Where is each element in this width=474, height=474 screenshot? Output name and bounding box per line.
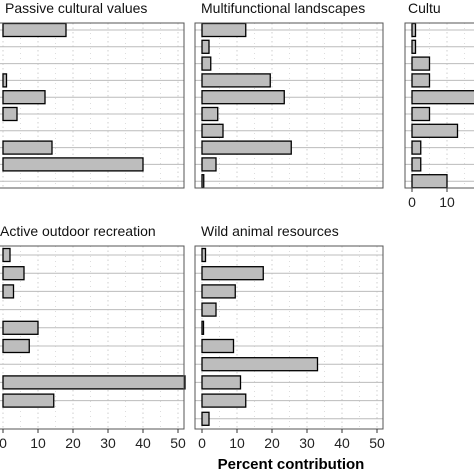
bar bbox=[201, 73, 271, 88]
bar bbox=[411, 39, 417, 54]
bar bbox=[2, 338, 30, 354]
panel-title: Multifunctional landscapes bbox=[201, 0, 365, 16]
x-tick-label: 30 bbox=[100, 435, 116, 451]
x-tick-label: 0 bbox=[0, 435, 7, 451]
panel-border bbox=[404, 22, 474, 189]
bar bbox=[201, 357, 319, 372]
bar bbox=[201, 90, 285, 105]
bar bbox=[2, 393, 55, 408]
bar bbox=[201, 106, 219, 122]
panel-title: Passive cultural values bbox=[5, 0, 147, 16]
bar bbox=[2, 284, 15, 299]
x-axis-label: Percent contribution bbox=[218, 456, 365, 473]
bar bbox=[2, 73, 8, 88]
x-tick-label: 20 bbox=[264, 435, 280, 451]
x-tick-label: 0 bbox=[408, 194, 416, 210]
panel-border bbox=[0, 245, 185, 430]
bar bbox=[411, 56, 431, 71]
bar bbox=[201, 22, 247, 38]
bar bbox=[201, 375, 242, 390]
panel-title: Cultu bbox=[408, 0, 441, 16]
bar bbox=[2, 90, 46, 105]
panel-border bbox=[0, 22, 185, 189]
bar bbox=[411, 73, 431, 88]
bar bbox=[201, 320, 205, 335]
bar bbox=[201, 39, 210, 54]
bar bbox=[2, 320, 39, 335]
bar bbox=[201, 284, 236, 299]
x-tick-label: 10 bbox=[439, 194, 455, 210]
x-tick-label: 40 bbox=[135, 435, 151, 451]
bar bbox=[201, 174, 205, 189]
x-tick-label: 50 bbox=[170, 435, 186, 451]
panel-4: Active outdoor recreation 0 10 20 30 40 50 bbox=[0, 223, 186, 451]
bar bbox=[411, 157, 422, 172]
x-tick-label: 50 bbox=[369, 435, 385, 451]
bar bbox=[2, 157, 144, 172]
x-tick-label: 40 bbox=[334, 435, 350, 451]
panel-3: Cultu01020304050 bbox=[404, 0, 474, 210]
bar bbox=[201, 393, 247, 408]
bar bbox=[2, 266, 25, 281]
bar bbox=[201, 302, 217, 317]
bar bbox=[201, 140, 292, 155]
bar bbox=[201, 123, 224, 138]
bar bbox=[2, 22, 67, 38]
bar bbox=[411, 90, 474, 105]
panel-5: Wild animal resources 0 10 20 30 40 50 bbox=[194, 223, 385, 451]
x-tick-label: 20 bbox=[65, 435, 81, 451]
bar bbox=[201, 56, 212, 71]
x-tick-label: 10 bbox=[30, 435, 46, 451]
panel-border bbox=[194, 245, 384, 430]
bar bbox=[411, 106, 431, 122]
bar bbox=[201, 338, 235, 354]
bar bbox=[201, 266, 264, 281]
bar bbox=[201, 157, 217, 172]
x-tick-label: 0 bbox=[198, 435, 206, 451]
panels-layer: Passive cultural values Multifunctional l… bbox=[0, 0, 474, 451]
panel-title: Active outdoor recreation bbox=[0, 223, 156, 239]
bar bbox=[411, 123, 459, 138]
panel-title: Wild animal resources bbox=[201, 223, 339, 239]
bar bbox=[411, 22, 417, 38]
x-tick-label: 10 bbox=[229, 435, 245, 451]
x-tick-label: 30 bbox=[299, 435, 315, 451]
panel-2: Multifunctional landscapes bbox=[194, 0, 384, 189]
panel-border bbox=[194, 22, 384, 189]
bar bbox=[411, 174, 448, 189]
bar bbox=[2, 140, 53, 155]
bar bbox=[201, 411, 210, 426]
bar bbox=[2, 375, 186, 390]
bar bbox=[2, 247, 11, 263]
bar bbox=[201, 247, 207, 263]
panel-1: Passive cultural values bbox=[0, 0, 185, 189]
bar bbox=[411, 140, 422, 155]
bar bbox=[2, 106, 18, 122]
